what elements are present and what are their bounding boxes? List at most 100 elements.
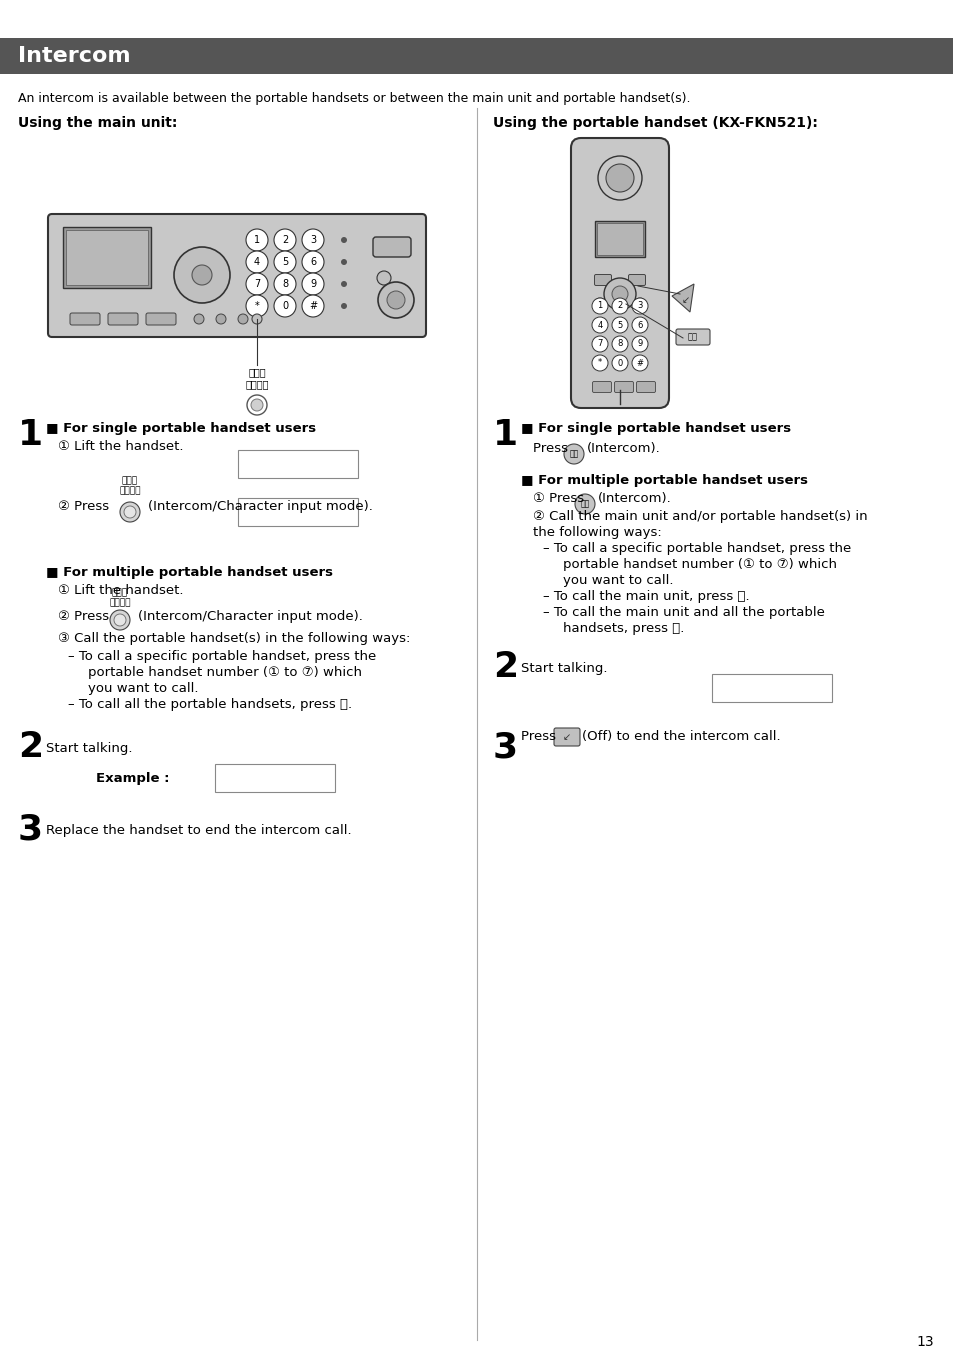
Circle shape — [634, 299, 645, 309]
Circle shape — [246, 273, 268, 295]
FancyBboxPatch shape — [373, 236, 411, 257]
Circle shape — [592, 299, 607, 313]
Circle shape — [274, 295, 295, 317]
Text: – To call the main unit, press ⓞ.: – To call the main unit, press ⓞ. — [542, 590, 749, 603]
Circle shape — [302, 295, 324, 317]
Circle shape — [575, 494, 595, 513]
Text: (Intercom/Character input mode).: (Intercom/Character input mode). — [138, 611, 362, 623]
Circle shape — [215, 313, 226, 324]
Text: 0: 0 — [617, 358, 622, 367]
Text: 内線: 内線 — [569, 450, 578, 458]
Text: handsets, press ⓧ.: handsets, press ⓧ. — [562, 621, 683, 635]
Text: 2: 2 — [281, 235, 288, 245]
Text: 7: 7 — [253, 280, 260, 289]
Circle shape — [340, 303, 347, 309]
Circle shape — [612, 317, 627, 332]
FancyBboxPatch shape — [636, 381, 655, 393]
Text: Start talking.: Start talking. — [520, 662, 607, 676]
Text: Start talking.: Start talking. — [46, 742, 132, 755]
Circle shape — [302, 273, 324, 295]
Text: 文字切替: 文字切替 — [110, 598, 131, 607]
Bar — [711, 674, 831, 703]
Circle shape — [274, 251, 295, 273]
Text: 7: 7 — [597, 339, 602, 349]
Text: 内線／: 内線／ — [122, 476, 138, 485]
Text: 0: 0 — [282, 301, 288, 311]
Text: 1: 1 — [493, 417, 517, 453]
Text: 内線／: 内線／ — [112, 588, 128, 597]
FancyBboxPatch shape — [146, 313, 175, 326]
Text: ② Call the main unit and/or portable handset(s) in: ② Call the main unit and/or portable han… — [533, 509, 866, 523]
Text: ① Lift the handset.: ① Lift the handset. — [58, 440, 183, 453]
Text: ■ For multiple portable handset users: ■ For multiple portable handset users — [46, 566, 333, 580]
Text: – To call a specific portable handset, press the: – To call a specific portable handset, p… — [68, 650, 375, 663]
Text: Using the portable handset (KX-FKN521):: Using the portable handset (KX-FKN521): — [493, 116, 817, 130]
Polygon shape — [671, 284, 693, 312]
Text: 内線: 内線 — [579, 500, 589, 508]
Circle shape — [631, 299, 647, 313]
Circle shape — [120, 503, 140, 521]
Text: 3: 3 — [18, 812, 43, 846]
Text: 2: 2 — [617, 301, 622, 311]
FancyBboxPatch shape — [571, 138, 668, 408]
Text: 4: 4 — [253, 257, 260, 267]
Circle shape — [237, 313, 248, 324]
Circle shape — [340, 259, 347, 265]
FancyBboxPatch shape — [597, 223, 642, 255]
Circle shape — [605, 163, 634, 192]
FancyBboxPatch shape — [66, 230, 148, 285]
Text: ■ For single portable handset users: ■ For single portable handset users — [520, 422, 790, 435]
Text: Replace the handset to end the intercom call.: Replace the handset to end the intercom … — [46, 824, 352, 838]
Text: 8: 8 — [282, 280, 288, 289]
Text: ① Lift the handset.: ① Lift the handset. — [58, 584, 183, 597]
Circle shape — [612, 355, 627, 372]
Text: 内線／: 内線／ — [248, 367, 266, 377]
Text: portable handset number (① to ⑦) which: portable handset number (① to ⑦) which — [88, 666, 361, 680]
Text: 6: 6 — [310, 257, 315, 267]
Circle shape — [246, 295, 268, 317]
Circle shape — [340, 281, 347, 286]
Text: (Off) to end the intercom call.: (Off) to end the intercom call. — [581, 730, 780, 743]
Text: ■ For single portable handset users: ■ For single portable handset users — [46, 422, 315, 435]
Circle shape — [302, 230, 324, 251]
Text: 1: 1 — [253, 235, 260, 245]
Circle shape — [376, 272, 391, 285]
FancyBboxPatch shape — [592, 381, 611, 393]
Text: ↙: ↙ — [562, 732, 571, 742]
Circle shape — [612, 286, 627, 303]
Circle shape — [377, 282, 414, 317]
Text: (Intercom/Character input mode).: (Intercom/Character input mode). — [148, 500, 373, 513]
FancyBboxPatch shape — [108, 313, 138, 326]
Text: ① Press: ① Press — [533, 492, 588, 505]
Text: – To call the main unit and all the portable: – To call the main unit and all the port… — [542, 607, 824, 619]
Circle shape — [173, 247, 230, 303]
Text: 3: 3 — [310, 235, 315, 245]
Text: (Intercom).: (Intercom). — [586, 442, 660, 455]
Circle shape — [592, 336, 607, 353]
Bar — [237, 499, 357, 526]
Text: ↙: ↙ — [681, 295, 689, 305]
Text: – To call all the portable handsets, press ⓧ.: – To call all the portable handsets, pre… — [68, 698, 352, 711]
Circle shape — [252, 313, 262, 324]
Text: 8: 8 — [617, 339, 622, 349]
Circle shape — [592, 355, 607, 372]
Circle shape — [110, 611, 130, 630]
Circle shape — [631, 317, 647, 332]
Text: ■ For multiple portable handset users: ■ For multiple portable handset users — [520, 474, 807, 486]
Text: – To call a specific portable handset, press the: – To call a specific portable handset, p… — [542, 542, 850, 555]
Text: Press: Press — [533, 442, 572, 455]
Circle shape — [594, 299, 605, 309]
Text: Example :: Example : — [96, 771, 170, 785]
Bar — [0, 38, 953, 74]
Text: 文字切替: 文字切替 — [245, 380, 269, 389]
Circle shape — [192, 265, 212, 285]
Circle shape — [603, 278, 636, 309]
Circle shape — [246, 230, 268, 251]
Text: ③ Call the portable handset(s) in the following ways:: ③ Call the portable handset(s) in the fo… — [58, 632, 410, 644]
Text: Intercom: Intercom — [18, 46, 131, 66]
Bar — [237, 450, 357, 478]
Text: 9: 9 — [637, 339, 642, 349]
FancyBboxPatch shape — [628, 274, 645, 285]
Text: (Intercom).: (Intercom). — [598, 492, 671, 505]
Text: you want to call.: you want to call. — [88, 682, 198, 694]
